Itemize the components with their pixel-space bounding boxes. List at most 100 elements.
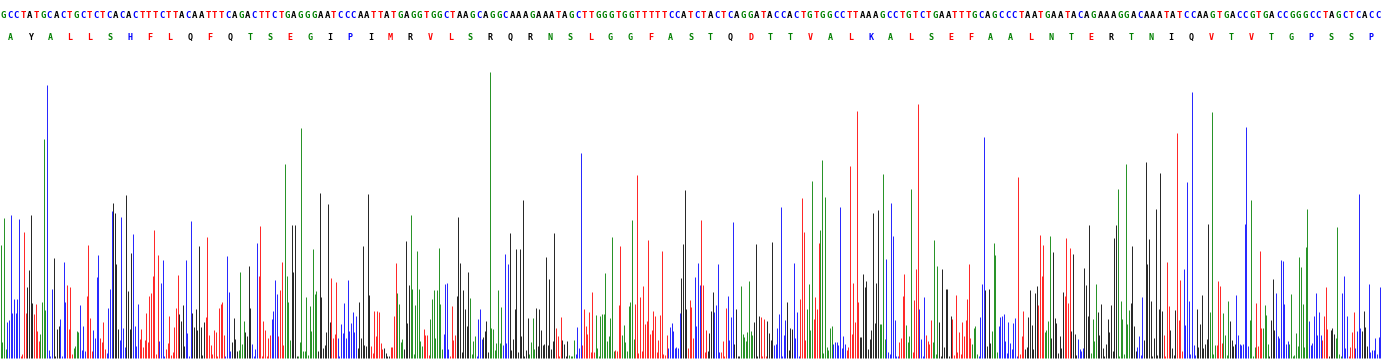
Text: T: T bbox=[450, 11, 456, 20]
Text: T: T bbox=[615, 11, 620, 20]
Text: C: C bbox=[106, 11, 112, 20]
Text: T: T bbox=[965, 11, 971, 20]
Text: T: T bbox=[66, 11, 72, 20]
Text: C: C bbox=[892, 11, 898, 20]
Text: C: C bbox=[1369, 11, 1374, 20]
Text: A: A bbox=[516, 11, 522, 20]
Text: C: C bbox=[998, 11, 1004, 20]
Text: V: V bbox=[1248, 33, 1254, 42]
Text: A: A bbox=[1051, 11, 1056, 20]
Text: T: T bbox=[331, 11, 337, 20]
Text: G: G bbox=[992, 11, 997, 20]
Text: A: A bbox=[985, 11, 990, 20]
Text: G: G bbox=[602, 11, 608, 20]
Text: S: S bbox=[108, 33, 113, 42]
Text: P: P bbox=[1308, 33, 1313, 42]
Text: C: C bbox=[714, 11, 720, 20]
Text: T: T bbox=[1018, 11, 1023, 20]
Text: T: T bbox=[853, 11, 859, 20]
Text: G: G bbox=[73, 11, 79, 20]
Text: A: A bbox=[1072, 11, 1076, 20]
Text: T: T bbox=[588, 11, 594, 20]
Text: C: C bbox=[185, 11, 191, 20]
Text: M: M bbox=[388, 33, 392, 42]
Text: S: S bbox=[688, 33, 693, 42]
Text: T: T bbox=[1164, 11, 1168, 20]
Text: A: A bbox=[754, 11, 760, 20]
Text: Q: Q bbox=[228, 33, 232, 42]
Text: G: G bbox=[1288, 11, 1294, 20]
Text: C: C bbox=[887, 11, 891, 20]
Text: T: T bbox=[847, 11, 852, 20]
Text: T: T bbox=[913, 11, 918, 20]
Text: A: A bbox=[1098, 11, 1103, 20]
Text: A: A bbox=[668, 33, 673, 42]
Text: T: T bbox=[952, 11, 957, 20]
Text: Q: Q bbox=[1189, 33, 1193, 42]
Text: A: A bbox=[1025, 11, 1030, 20]
Text: A: A bbox=[681, 11, 686, 20]
Text: A: A bbox=[54, 11, 59, 20]
Text: A: A bbox=[946, 11, 952, 20]
Text: A: A bbox=[457, 11, 461, 20]
Text: T: T bbox=[1177, 11, 1182, 20]
Text: G: G bbox=[239, 11, 244, 20]
Text: A: A bbox=[522, 11, 528, 20]
Text: A: A bbox=[244, 11, 250, 20]
Text: C: C bbox=[476, 11, 482, 20]
Text: T: T bbox=[278, 11, 283, 20]
Text: G: G bbox=[747, 11, 753, 20]
Text: S: S bbox=[1348, 33, 1353, 42]
Text: C: C bbox=[840, 11, 845, 20]
Text: T: T bbox=[768, 33, 773, 42]
Text: A: A bbox=[1170, 11, 1175, 20]
Text: A: A bbox=[707, 11, 713, 20]
Text: V: V bbox=[1208, 33, 1214, 42]
Text: T: T bbox=[1349, 11, 1353, 20]
Text: T: T bbox=[761, 11, 766, 20]
Text: G: G bbox=[569, 11, 574, 20]
Text: G: G bbox=[1091, 11, 1097, 20]
Text: L: L bbox=[68, 33, 73, 42]
Text: G: G bbox=[284, 11, 290, 20]
Text: A: A bbox=[562, 11, 568, 20]
Text: F: F bbox=[968, 33, 974, 42]
Text: G: G bbox=[436, 11, 442, 20]
Text: C: C bbox=[576, 11, 581, 20]
Text: G: G bbox=[417, 11, 423, 20]
Text: T: T bbox=[702, 11, 707, 20]
Text: C: C bbox=[695, 11, 700, 20]
Text: R: R bbox=[528, 33, 533, 42]
Text: T: T bbox=[139, 11, 145, 20]
Text: C: C bbox=[93, 11, 98, 20]
Text: I: I bbox=[367, 33, 373, 42]
Text: T: T bbox=[648, 11, 653, 20]
Text: A: A bbox=[7, 33, 12, 42]
Text: G: G bbox=[1335, 11, 1341, 20]
Text: G: G bbox=[1117, 11, 1123, 20]
Text: T: T bbox=[708, 33, 713, 42]
Text: G: G bbox=[40, 11, 46, 20]
Text: A: A bbox=[766, 11, 772, 20]
Text: T: T bbox=[1268, 33, 1273, 42]
Text: G: G bbox=[740, 11, 746, 20]
Text: C: C bbox=[351, 11, 356, 20]
Text: T: T bbox=[655, 11, 660, 20]
Text: A: A bbox=[1150, 11, 1156, 20]
Text: C: C bbox=[133, 11, 138, 20]
Text: G: G bbox=[608, 33, 613, 42]
Text: G: G bbox=[609, 11, 615, 20]
Text: C: C bbox=[1342, 11, 1348, 20]
Text: C: C bbox=[503, 11, 508, 20]
Text: T: T bbox=[206, 11, 211, 20]
Text: A: A bbox=[358, 11, 363, 20]
Text: R: R bbox=[407, 33, 413, 42]
Text: V: V bbox=[808, 33, 813, 42]
Text: Q: Q bbox=[508, 33, 512, 42]
Text: G: G bbox=[429, 11, 435, 20]
Text: S: S bbox=[268, 33, 272, 42]
Text: T: T bbox=[1039, 11, 1044, 20]
Text: A: A bbox=[365, 11, 369, 20]
Text: G: G bbox=[827, 11, 831, 20]
Text: A: A bbox=[199, 11, 204, 20]
